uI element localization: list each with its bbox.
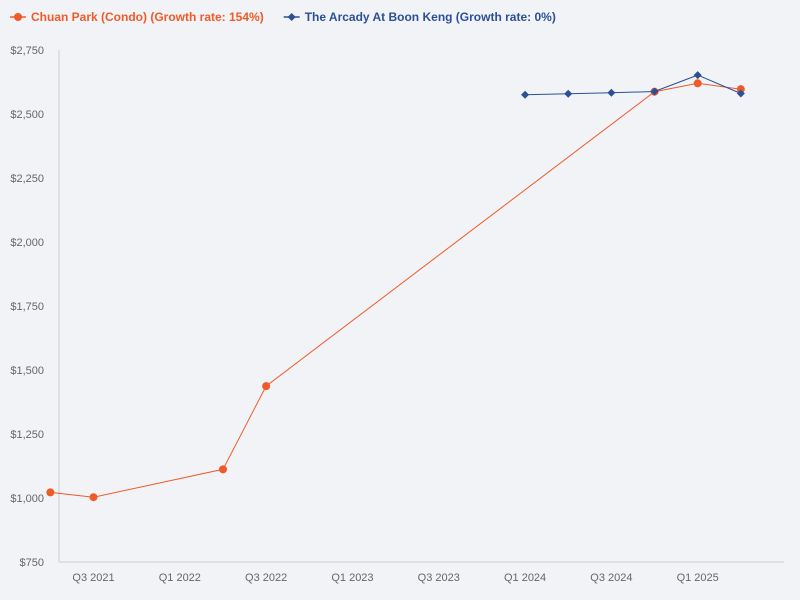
y-tick-label: $2,250: [10, 173, 44, 185]
data-point[interactable]: [218, 465, 227, 474]
y-axis: $750 $1,000 $1,250 $1,500 $1,750 $2,000 $2,250…: [10, 45, 60, 569]
data-point[interactable]: [736, 89, 745, 98]
chart-legend[interactable]: Chuan Park (Condo) (Growth rate: 154%) Th…: [10, 10, 556, 24]
legend-item-1[interactable]: The Arcady At Boon Keng (Growth rate: 0%…: [283, 10, 556, 24]
x-tick-label: Q1 2022: [159, 572, 201, 584]
x-tick-label: Q3 2021: [72, 572, 114, 584]
data-point[interactable]: [89, 493, 98, 502]
y-tick-label: $750: [20, 557, 44, 569]
series-line: [525, 74, 741, 96]
series-1: [521, 71, 745, 99]
series-line: [50, 82, 741, 498]
legend-item-0[interactable]: Chuan Park (Condo) (Growth rate: 154%): [10, 10, 264, 24]
y-tick-label: $1,000: [10, 493, 44, 505]
legend-label: The Arcady At Boon Keng (Growth rate: 0%…: [305, 10, 556, 24]
data-point[interactable]: [650, 87, 659, 96]
data-point[interactable]: [564, 89, 573, 98]
data-point[interactable]: [521, 90, 530, 99]
legend-label: Chuan Park (Condo) (Growth rate: 154%): [31, 10, 264, 24]
x-tick-label: Q1 2025: [677, 572, 719, 584]
x-tick-label: Q3 2023: [418, 572, 460, 584]
y-tick-label: $2,000: [10, 237, 44, 249]
x-tick-label: Q3 2024: [590, 572, 632, 584]
legend-marker-diamond-icon: [287, 13, 296, 21]
data-point[interactable]: [693, 79, 702, 88]
y-tick-label: $1,500: [10, 365, 44, 377]
data-point[interactable]: [46, 488, 55, 497]
data-point[interactable]: [736, 85, 745, 94]
series-0: [46, 79, 745, 502]
y-tick-label: $1,250: [10, 429, 44, 441]
y-tick-label: $2,750: [10, 45, 44, 57]
data-point[interactable]: [607, 88, 616, 97]
legend-marker-circle-icon: [14, 13, 22, 21]
x-tick-label: Q3 2022: [245, 572, 287, 584]
x-axis: Q3 2021 Q1 2022 Q3 2022 Q1 2023 Q3 2023 Q1 20…: [59, 561, 784, 584]
y-tick-label: $2,500: [10, 109, 44, 121]
x-tick-label: Q1 2024: [504, 572, 546, 584]
series-layer: [46, 71, 745, 502]
data-point[interactable]: [262, 382, 271, 391]
y-tick-label: $1,750: [10, 301, 44, 313]
data-point[interactable]: [693, 71, 702, 80]
x-tick-label: Q1 2023: [331, 572, 373, 584]
